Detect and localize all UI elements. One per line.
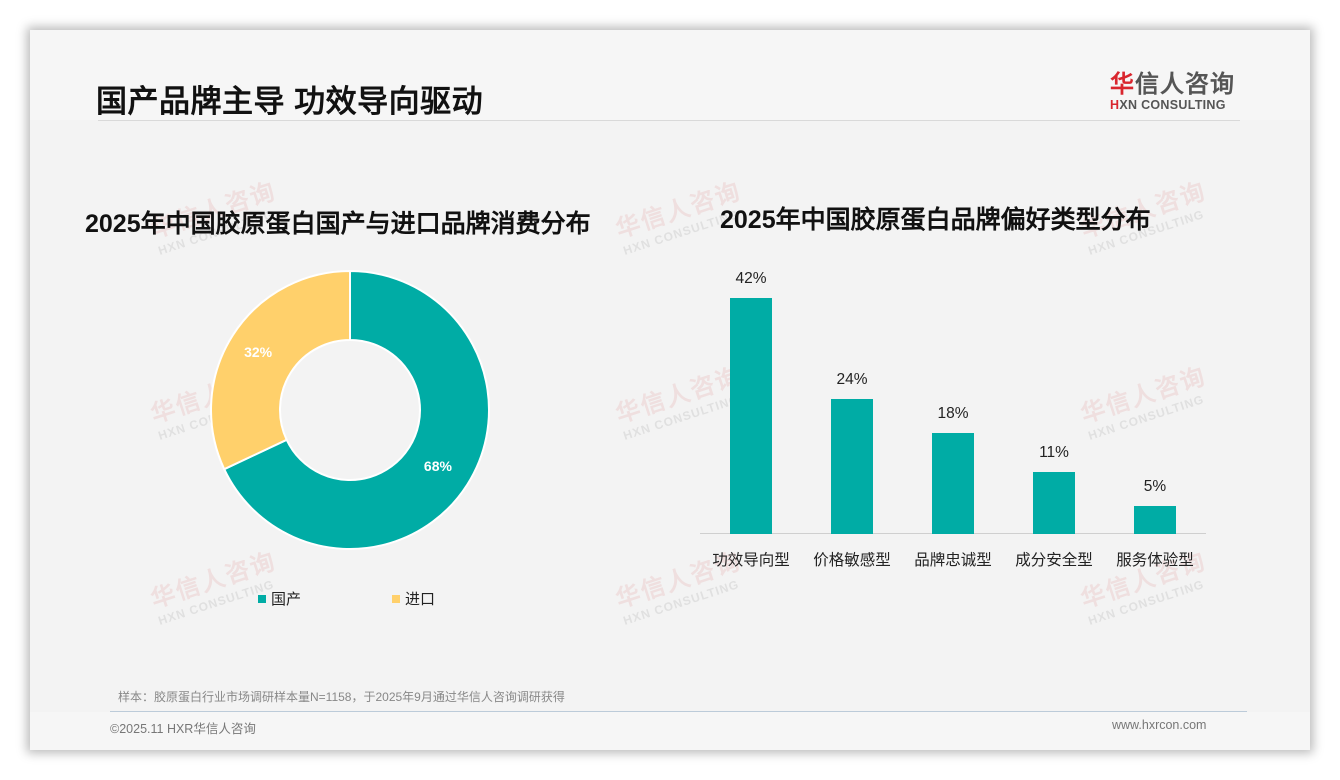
legend-swatch-teal <box>258 594 266 603</box>
bar-category-label: 功效导向型 <box>712 552 790 569</box>
bar-value-label: 42% <box>735 270 767 287</box>
bar-value-label: 5% <box>1143 477 1167 495</box>
legend-item-import: 进口 <box>392 588 435 609</box>
sample-note: 样本：胶原蛋白行业市场调研样本量N=1158，于2025年9月通过华信人咨询调研… <box>118 690 565 704</box>
donut-slice-0 <box>222 269 490 550</box>
donut-chart-graphic <box>210 269 490 550</box>
bar-value-label: 18% <box>937 404 969 422</box>
logo-english: HXN CONSULTING <box>1110 98 1226 112</box>
bar-category-label: 品牌忠诚型 <box>914 552 992 569</box>
copyright: ©2025.11 HXR华信人咨询 <box>110 722 256 736</box>
page-title: 国产品牌主导 功效导向驱动 <box>96 84 484 119</box>
website-link[interactable]: www.hxrcon.com <box>1112 718 1207 732</box>
bar-chart: 42% 功效导向型 24% 价格敏感型 18% 品牌忠诚型 11% 成分安全型 5% 服务体验型 <box>700 270 1210 570</box>
bar-value-label: 24% <box>836 371 868 389</box>
donut-label-import: 32% <box>244 343 273 360</box>
bar-category-label: 价格敏感型 <box>813 552 891 569</box>
header-divider <box>98 120 1240 121</box>
donut-slice-1 <box>210 269 351 471</box>
bar-value-label: 11% <box>1039 444 1069 462</box>
bar-category-label: 成分安全型 <box>1015 552 1093 569</box>
bar-0 <box>730 298 772 534</box>
donut-chart: 68% 32% <box>210 269 490 550</box>
bar-category-label: 服务体验型 <box>1116 552 1194 569</box>
footer-divider <box>110 711 1247 712</box>
bar-1 <box>831 399 873 534</box>
donut-label-domestic: 68% <box>423 458 452 475</box>
footer-band <box>30 712 1310 750</box>
logo-chinese: 华信人咨询 <box>1110 71 1235 98</box>
donut-chart-title: 2025年中国胶原蛋白国产与进口品牌消费分布 <box>85 210 591 238</box>
brand-logo: 华信人咨询 HXN CONSULTING <box>1110 64 1240 112</box>
legend-swatch-yellow <box>392 594 400 603</box>
bar-chart-title: 2025年中国胶原蛋白品牌偏好类型分布 <box>720 206 1151 234</box>
bar-3 <box>1033 472 1075 534</box>
header-band <box>30 30 1310 120</box>
bar-4 <box>1134 505 1176 534</box>
bar-2 <box>932 432 974 534</box>
legend-item-domestic: 国产 <box>258 588 301 609</box>
slide: 国产品牌主导 功效导向驱动 华信人咨询 HXN CONSULTING 华信人咨询… <box>30 30 1310 750</box>
